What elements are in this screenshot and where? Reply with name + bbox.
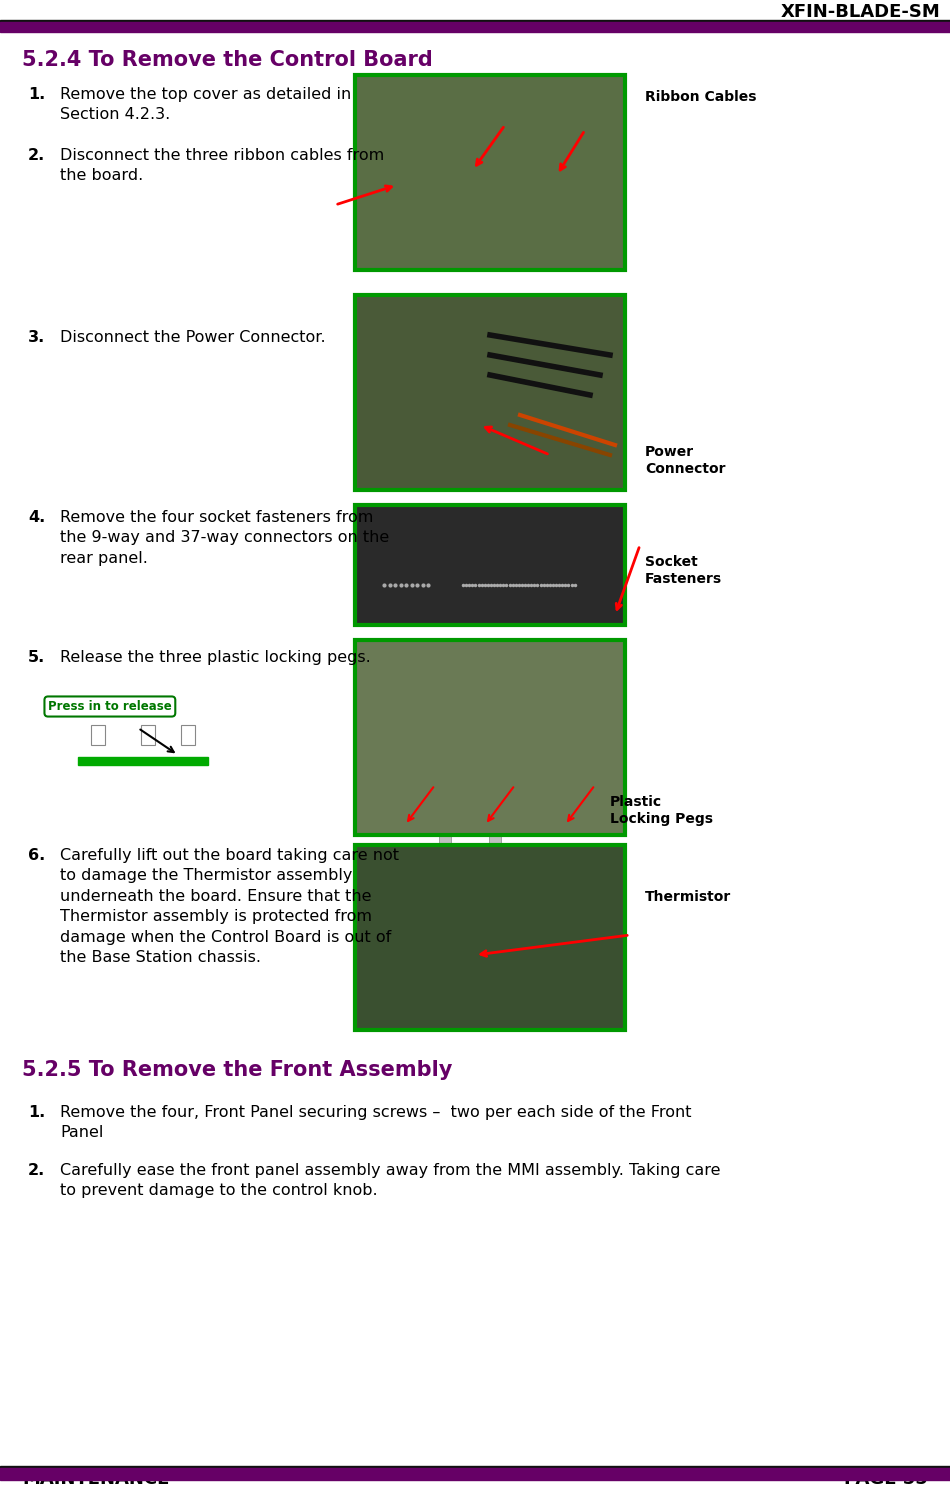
Bar: [470, 165, 488, 266]
Bar: [515, 665, 535, 680]
Bar: [435, 981, 515, 1000]
Bar: [490, 298, 622, 487]
Text: PAGE 55: PAGE 55: [845, 1470, 928, 1488]
Bar: [489, 765, 501, 876]
Bar: [395, 165, 413, 266]
Bar: [91, 725, 105, 746]
Text: 4.: 4.: [28, 510, 46, 525]
Bar: [181, 725, 195, 746]
Bar: [439, 765, 451, 876]
Text: Ribbon Cables: Ribbon Cables: [645, 90, 756, 103]
Bar: [0, 22, 950, 31]
FancyBboxPatch shape: [372, 527, 443, 588]
Text: Disconnect the three ribbon cables from
the board.: Disconnect the three ribbon cables from …: [60, 148, 384, 184]
Text: Remove the four, Front Panel securing screws –  two per each side of the Front
P: Remove the four, Front Panel securing sc…: [60, 1105, 692, 1141]
Bar: [355, 844, 625, 1030]
Bar: [355, 75, 625, 269]
Bar: [355, 641, 625, 835]
Text: Remove the four socket fasteners from
the 9-way and 37-way connectors on the
rea: Remove the four socket fasteners from th…: [60, 510, 390, 566]
Text: Carefully lift out the board taking care not
to damage the Thermistor assembly
u: Carefully lift out the board taking care…: [60, 847, 399, 966]
Bar: [365, 665, 385, 680]
Bar: [358, 847, 622, 1027]
Text: MAINTENANCE: MAINTENANCE: [22, 1470, 169, 1488]
Bar: [78, 757, 208, 765]
Bar: [575, 665, 595, 680]
Text: Press in to release: Press in to release: [48, 701, 172, 713]
Text: XFIN-BLADE-SM: XFIN-BLADE-SM: [780, 3, 940, 21]
Bar: [355, 295, 625, 490]
Bar: [0, 1469, 950, 1481]
Ellipse shape: [488, 870, 502, 880]
Text: 2.: 2.: [28, 1163, 46, 1178]
Text: 1.: 1.: [28, 87, 46, 102]
Bar: [400, 802, 412, 832]
Bar: [0, 19, 950, 22]
Bar: [560, 802, 572, 832]
Bar: [545, 665, 565, 680]
Text: Remove the top cover as detailed in
Section 4.2.3.: Remove the top cover as detailed in Sect…: [60, 87, 352, 123]
Bar: [480, 802, 492, 832]
Text: Release the three plastic locking pegs.: Release the three plastic locking pegs.: [60, 650, 371, 665]
Bar: [358, 78, 622, 172]
Text: 3.: 3.: [28, 329, 46, 344]
Bar: [425, 665, 445, 680]
FancyBboxPatch shape: [379, 540, 436, 581]
Bar: [358, 298, 488, 487]
Text: Socket
Fasteners: Socket Fasteners: [645, 555, 722, 587]
Bar: [0, 1466, 950, 1469]
Ellipse shape: [438, 870, 452, 880]
Text: 5.2.5 To Remove the Front Assembly: 5.2.5 To Remove the Front Assembly: [22, 1060, 452, 1079]
Text: Carefully ease the front panel assembly away from the MMI assembly. Taking care
: Carefully ease the front panel assembly …: [60, 1163, 720, 1199]
Text: Thermistor: Thermistor: [645, 891, 732, 904]
Bar: [455, 665, 475, 680]
Bar: [485, 665, 505, 680]
Text: 1.: 1.: [28, 1105, 46, 1120]
Text: 5.: 5.: [28, 650, 46, 665]
Text: 5.2.4 To Remove the Control Board: 5.2.4 To Remove the Control Board: [22, 49, 433, 70]
Text: Plastic
Locking Pegs: Plastic Locking Pegs: [610, 795, 713, 826]
Bar: [141, 725, 155, 746]
FancyBboxPatch shape: [452, 527, 588, 588]
Text: 2.: 2.: [28, 148, 46, 163]
Bar: [555, 165, 573, 266]
Text: Disconnect the Power Connector.: Disconnect the Power Connector.: [60, 329, 326, 344]
Text: Power
Connector: Power Connector: [645, 445, 726, 476]
Text: 6.: 6.: [28, 847, 46, 862]
FancyBboxPatch shape: [459, 540, 581, 581]
Bar: [358, 644, 622, 832]
Bar: [358, 171, 622, 266]
Bar: [395, 665, 415, 680]
Bar: [355, 504, 625, 626]
